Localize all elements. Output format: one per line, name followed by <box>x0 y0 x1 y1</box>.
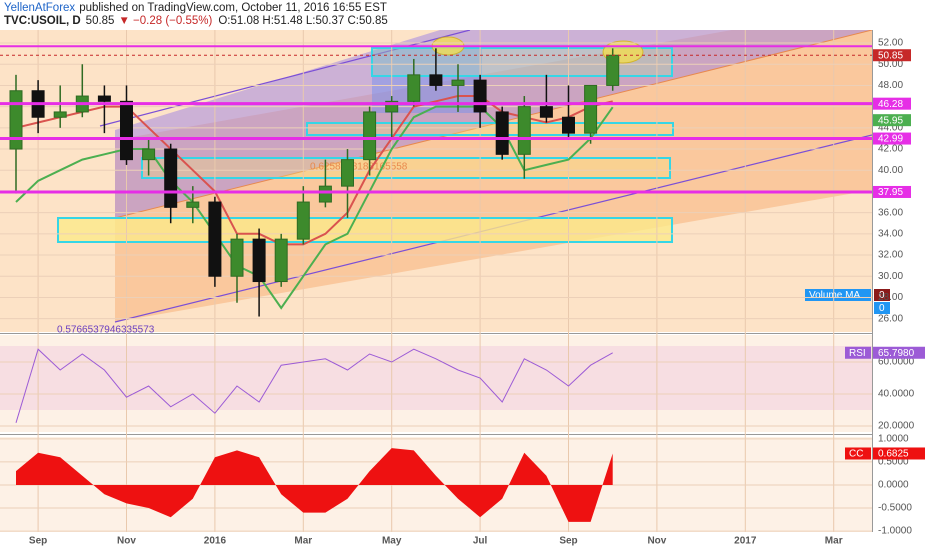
x-tick-label: 2017 <box>734 536 757 547</box>
candle-body <box>230 238 244 277</box>
y-tick-label: 20.0000 <box>878 421 915 432</box>
indicator-name-badge <box>845 346 871 359</box>
level-badge <box>873 97 911 110</box>
y-tick-label: 28.00 <box>878 292 903 303</box>
level-label: 50.85 <box>878 50 903 61</box>
y-tick-label: 32.00 <box>878 250 903 261</box>
candle-body <box>186 201 200 208</box>
candle-body <box>120 100 133 161</box>
level-badge <box>873 132 911 145</box>
y-tick-label: 60.0000 <box>878 357 915 368</box>
candle-body <box>9 90 23 150</box>
annotation: 0.6258788188165558 <box>310 162 408 173</box>
box <box>306 122 674 136</box>
x-tick-label: Mar <box>294 536 312 547</box>
y-tick-label: 42.00 <box>878 144 903 155</box>
y-tick-label: 36.00 <box>878 207 903 218</box>
level-badge <box>873 185 911 198</box>
candle-body <box>407 74 421 102</box>
candle-body <box>252 238 266 283</box>
level-label: 42.99 <box>878 134 903 145</box>
symbol: TVC:USOIL, D <box>4 15 81 27</box>
volume-ma-badge <box>805 289 871 301</box>
volume-badge <box>874 289 890 301</box>
candle-body <box>495 111 509 155</box>
ohlc: O:51.08 H:51.48 L:50.37 C:50.85 <box>218 15 387 27</box>
candle-body <box>164 148 178 208</box>
quote: 50.85 <box>86 15 115 27</box>
x-tick-label: Sep <box>29 536 47 547</box>
volume-ma-label: Volume MA <box>809 290 860 301</box>
annotation: 0.5766537946335573 <box>57 325 155 336</box>
y-tick-label: 1.0000 <box>878 433 909 444</box>
candle-body <box>318 185 332 203</box>
y-tick-label: 44.00 <box>878 122 903 133</box>
indicator-value: 65.7980 <box>878 348 915 359</box>
volume-ma-badge <box>874 302 890 314</box>
volume-ma-value: 0 <box>879 303 885 314</box>
candle-body <box>208 201 222 277</box>
quote-line: TVC:USOIL, D 50.85 ▼ −0.28 (−0.55%) O:51.08… <box>4 15 388 27</box>
cc-area <box>16 448 613 522</box>
published: published on TradingView.com, October 11… <box>79 2 387 14</box>
candle-body <box>97 95 111 102</box>
candle-body <box>274 238 288 283</box>
candle-body <box>517 106 531 155</box>
candle-body <box>296 201 310 240</box>
x-tick-label: Nov <box>117 536 136 547</box>
indicator-name: RSI <box>849 348 866 359</box>
candle-body <box>539 106 553 118</box>
author: YellenAtForex <box>4 2 75 14</box>
moving-average <box>15 105 614 310</box>
candle-body <box>562 116 575 134</box>
level-label: 46.28 <box>878 99 903 110</box>
y-tick-label: 0.5000 <box>878 457 909 468</box>
level-badge <box>873 49 911 62</box>
y-tick-label: -0.5000 <box>878 503 912 514</box>
x-tick-label: May <box>382 536 402 547</box>
ma-badge <box>873 114 911 127</box>
level-label: 37.95 <box>878 187 903 198</box>
box <box>141 157 671 179</box>
y-tick-label: 40.00 <box>878 165 903 176</box>
ma-label: 45.95 <box>878 115 903 126</box>
candle-body <box>606 54 620 86</box>
indicator-name-badge <box>845 447 871 460</box>
y-tick-label: 34.00 <box>878 228 903 239</box>
candle-body <box>584 84 598 134</box>
candle-body <box>429 74 443 86</box>
moving-average <box>15 95 613 246</box>
y-tick-label: 48.00 <box>878 80 903 91</box>
x-tick-label: Nov <box>647 536 666 547</box>
candle-body <box>142 148 156 161</box>
indicator-name: CC <box>849 449 863 460</box>
y-tick-label: 52.00 <box>878 38 903 49</box>
x-tick-label: Jul <box>473 536 488 547</box>
candle-body <box>385 100 399 113</box>
rsi-band <box>0 346 872 410</box>
change: ▼ −0.28 (−0.55%) <box>118 15 212 27</box>
box <box>57 217 673 243</box>
header-line: YellenAtForex published on TradingView.co… <box>4 2 387 14</box>
indicator-value: 0.6825 <box>878 449 909 460</box>
indicator-value-badge <box>873 447 925 460</box>
y-tick-label: 40.0000 <box>878 389 915 400</box>
y-tick-label: 0.0000 <box>878 480 909 491</box>
y-tick-label: 26.00 <box>878 313 903 324</box>
rsi-line <box>15 348 613 423</box>
y-tick-label: 50.00 <box>878 59 903 70</box>
candle-body <box>451 79 465 86</box>
y-tick-label: 30.00 <box>878 271 903 282</box>
candle-body <box>363 111 377 161</box>
x-tick-label: 2016 <box>204 536 227 547</box>
x-tick-label: Sep <box>559 536 577 547</box>
candle-body <box>473 79 487 113</box>
x-tick-label: Mar <box>825 536 843 547</box>
candle-body <box>341 159 354 187</box>
volume-value: 0 <box>879 290 885 301</box>
indicator-value-badge <box>873 346 925 359</box>
candle-body <box>53 111 67 118</box>
y-tick-label: -1.0000 <box>878 526 912 537</box>
